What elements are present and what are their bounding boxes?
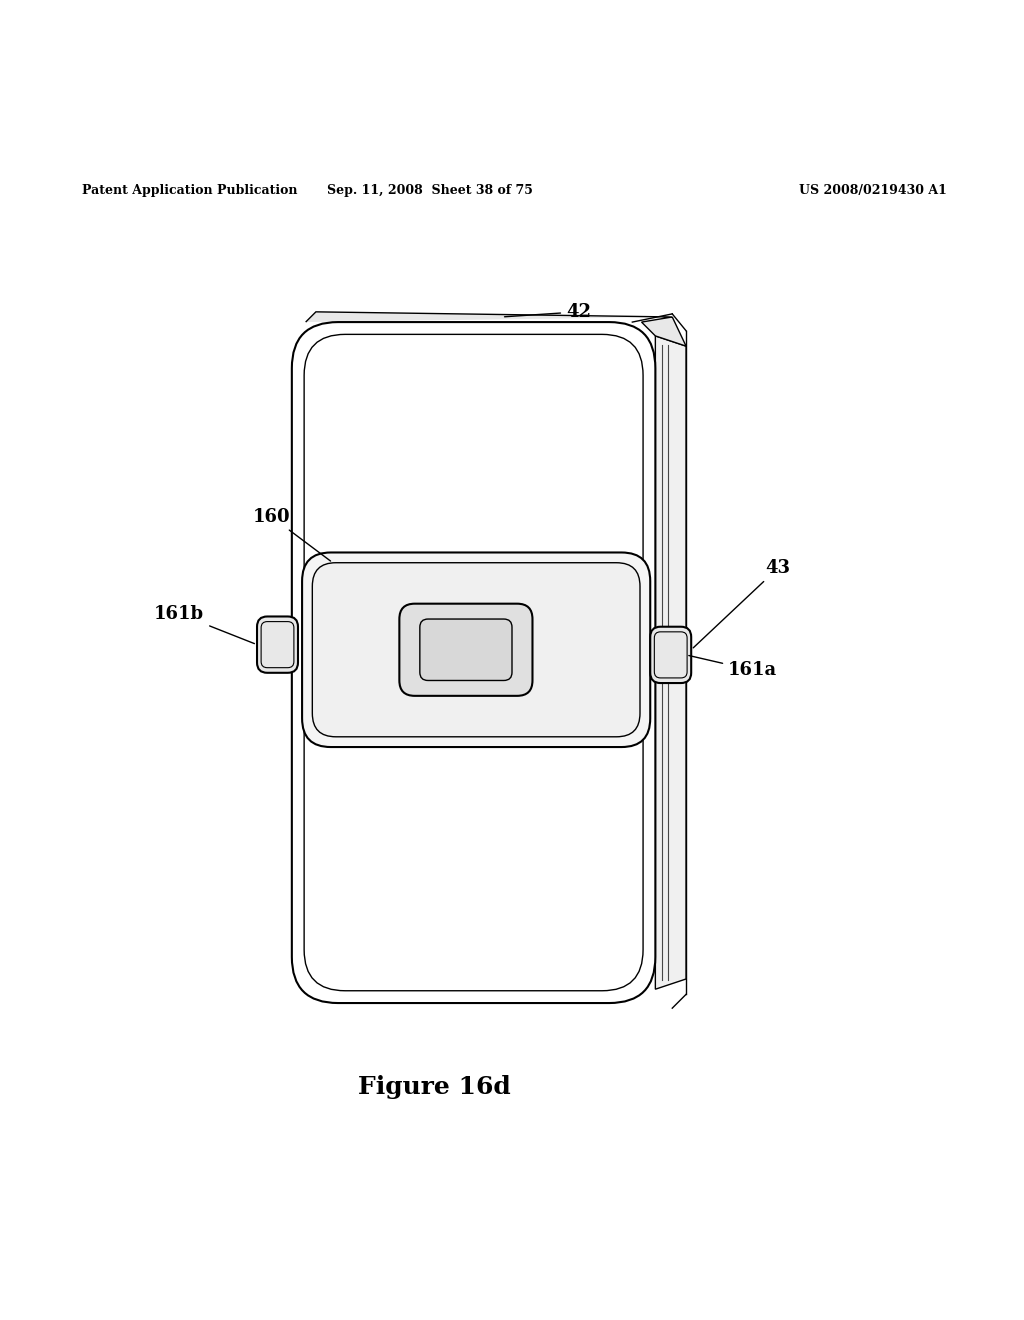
Text: Patent Application Publication: Patent Application Publication [82,183,297,197]
FancyBboxPatch shape [420,619,512,681]
Text: 161b: 161b [155,605,254,644]
FancyBboxPatch shape [292,322,655,1003]
Text: 42: 42 [505,302,591,321]
Text: Sep. 11, 2008  Sheet 38 of 75: Sep. 11, 2008 Sheet 38 of 75 [327,183,534,197]
FancyBboxPatch shape [257,616,298,673]
Polygon shape [655,335,686,989]
Text: 43: 43 [693,558,791,648]
FancyBboxPatch shape [302,553,650,747]
Text: US 2008/0219430 A1: US 2008/0219430 A1 [799,183,946,197]
Polygon shape [305,312,686,346]
Text: 161a: 161a [689,656,777,680]
Text: Figure 16d: Figure 16d [358,1074,511,1098]
FancyBboxPatch shape [650,627,691,682]
FancyBboxPatch shape [312,562,640,737]
Text: 160: 160 [253,508,331,561]
FancyBboxPatch shape [399,603,532,696]
